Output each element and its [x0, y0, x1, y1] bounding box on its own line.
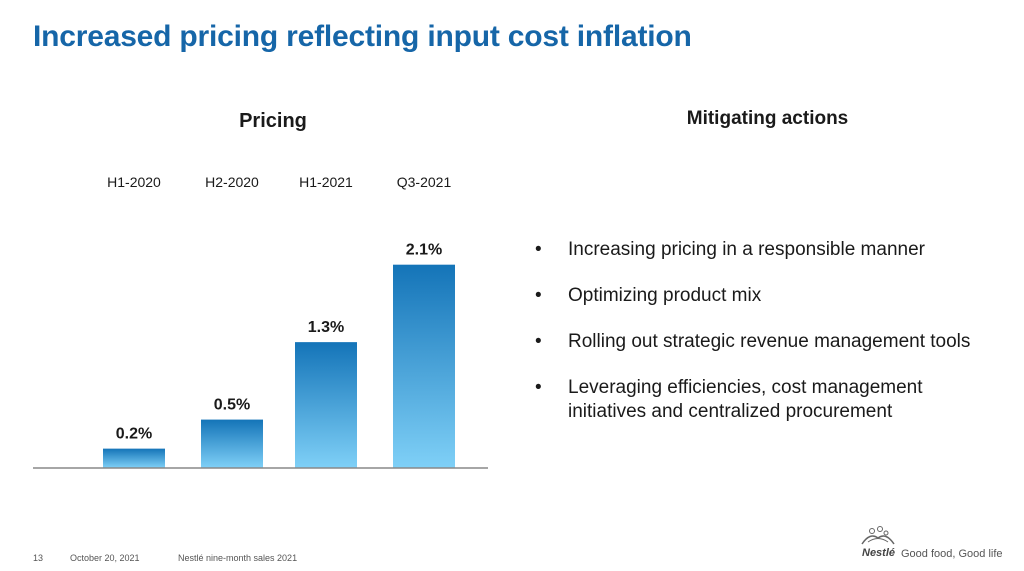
- category-label-h1-2021: H1-2021: [299, 174, 353, 190]
- action-item: • Rolling out strategic revenue managemen…: [535, 330, 995, 354]
- page-number: 13: [33, 553, 44, 563]
- value-label-q3-2021: 2.1%: [406, 242, 442, 259]
- value-label-h1-2020: 0.2%: [116, 426, 152, 443]
- bar-h2-2020: [201, 419, 263, 468]
- action-text: Leveraging efficiencies, cost management…: [568, 377, 923, 422]
- category-label-h2-2020: H2-2020: [205, 174, 259, 190]
- bar-h1-2021: [295, 342, 357, 468]
- action-item: • Optimizing product mix: [535, 284, 995, 308]
- bullet-glyph: •: [535, 331, 542, 352]
- pricing-bar-chart: 0.2% H1-2020 0.5% H2-2020 1.3% H1-2021 2.1% Q3-…: [33, 174, 488, 469]
- bar-q3-2021: [393, 264, 455, 468]
- bullet-glyph: •: [535, 377, 542, 398]
- action-item: • Leveraging efficiencies, cost managemen…: [535, 376, 995, 424]
- chart-title: Pricing: [239, 110, 307, 132]
- nestle-bird-nest-logo-icon: [861, 526, 895, 545]
- footer-date: October 20, 2021: [70, 553, 140, 563]
- brand-wordmark: Nestlé: [862, 547, 896, 559]
- footer-document-name: Nestlé nine-month sales 2021: [178, 553, 298, 563]
- slide-title: Increased pricing reflecting input cost …: [33, 20, 692, 53]
- bullet-glyph: •: [535, 285, 542, 306]
- action-item: • Increasing pricing in a responsible man…: [535, 238, 995, 262]
- brand-tagline: Good food, Good life: [901, 548, 1003, 560]
- value-label-h1-2021: 1.3%: [308, 319, 344, 336]
- bullet-glyph: •: [535, 239, 542, 260]
- category-label-h1-2020: H1-2020: [107, 174, 161, 190]
- action-text: Increasing pricing in a responsible mann…: [568, 239, 925, 260]
- value-label-h2-2020: 0.5%: [214, 397, 250, 414]
- action-text: Rolling out strategic revenue management…: [568, 331, 971, 352]
- category-label-q3-2021: Q3-2021: [397, 174, 452, 190]
- bar-h1-2020: [103, 448, 165, 468]
- action-text: Optimizing product mix: [568, 285, 762, 306]
- mitigating-actions-list: • Increasing pricing in a responsible man…: [535, 238, 995, 446]
- mitigating-actions-title: Mitigating actions: [686, 108, 849, 129]
